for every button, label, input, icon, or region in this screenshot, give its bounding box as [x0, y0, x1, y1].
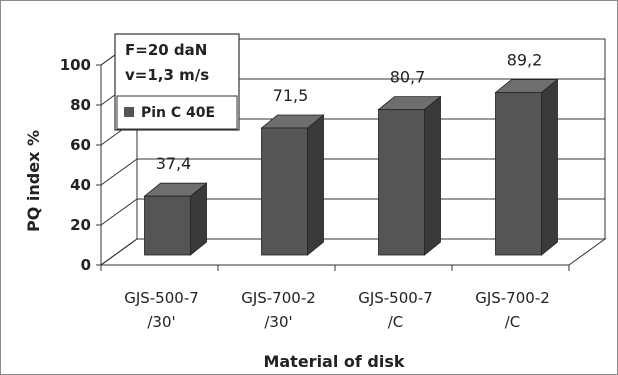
bar-front	[144, 195, 191, 256]
gridline	[100, 238, 605, 266]
data-label: 71,5	[273, 86, 309, 105]
x-tick-label: GJS-700-2	[475, 289, 550, 307]
x-tick-label: GJS-700-2	[241, 289, 316, 307]
bar	[494, 78, 559, 256]
x-axis-title: Material of disk	[263, 352, 404, 371]
bar-side	[424, 95, 441, 256]
gridline	[100, 198, 605, 226]
y-tick-label: 100	[60, 56, 91, 74]
y-tick-label: 40	[70, 176, 91, 194]
bar-front	[378, 109, 425, 256]
bar-front	[261, 127, 308, 256]
data-label: 80,7	[390, 68, 426, 87]
y-tick-label: 20	[70, 216, 91, 234]
bar	[260, 114, 325, 256]
data-labels: 37,4 71,5 80,7 89,2	[156, 51, 543, 174]
annotation-velocity: v=1,3 m/s	[125, 66, 209, 84]
data-label: 89,2	[507, 51, 543, 70]
bar-front	[495, 92, 542, 256]
annotation-box: F=20 daN v=1,3 m/s Pin C 40E	[114, 33, 240, 131]
y-tick-label: 0	[81, 256, 91, 274]
x-axis: GJS-500-7/30' GJS-700-2/30' GJS-500-7/C GJS…	[100, 264, 570, 331]
bars	[143, 78, 559, 256]
x-tick-label: GJS-500-7	[358, 289, 433, 307]
x-tick-label: /30'	[264, 313, 292, 331]
x-tick-label: /C	[388, 313, 404, 331]
bar	[143, 182, 208, 256]
legend-swatch	[124, 107, 134, 117]
y-tick-label: 80	[70, 96, 91, 114]
x-tick-label: GJS-500-7	[124, 289, 199, 307]
bar-side	[541, 78, 558, 256]
y-axis: 0 20 40 60 80 100	[60, 56, 102, 274]
bar-side	[307, 114, 324, 256]
x-tick-label: /30'	[147, 313, 175, 331]
x-tick-label: /C	[505, 313, 521, 331]
y-axis-title: PQ index %	[24, 130, 43, 232]
data-label: 37,4	[156, 154, 192, 173]
legend-entry: Pin C 40E	[141, 105, 215, 121]
annotation-force: F=20 daN	[125, 41, 207, 59]
legend: Pin C 40E	[116, 95, 238, 130]
gridline	[100, 158, 605, 186]
y-tick-label: 60	[70, 136, 91, 154]
bar	[377, 95, 442, 256]
